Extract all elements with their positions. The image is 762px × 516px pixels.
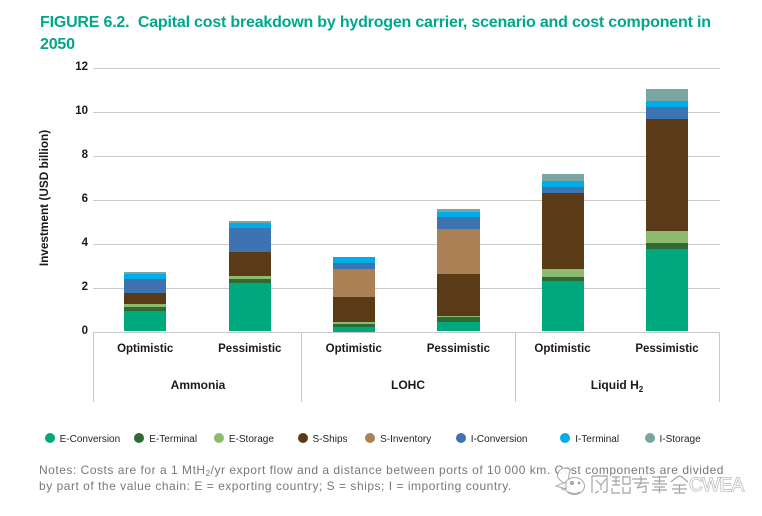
svg-text:CWEA: CWEA bbox=[689, 475, 745, 496]
